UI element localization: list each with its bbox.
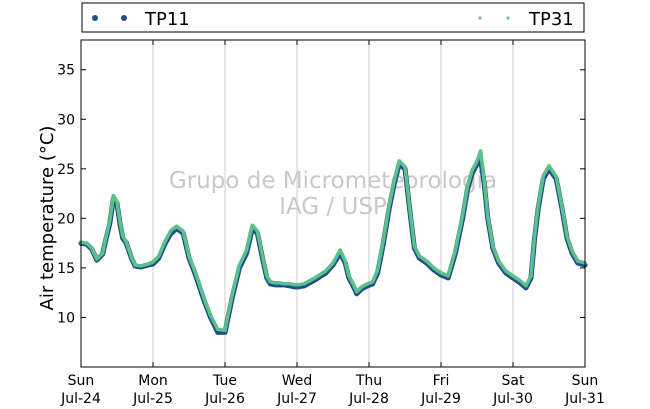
plot-border [80,39,586,368]
x-tick-label-date-5: Jul-29 [420,391,461,407]
y-axis: 10 15 20 25 30 35 [57,63,585,326]
series-layer [78,149,588,335]
watermark-line-2: IAG / USP [279,194,387,220]
grid-lines [152,40,514,367]
legend-tp11-marker-2 [121,15,127,21]
plot-area: Grupo de Micrometeorologia IAG / USP [78,39,588,368]
series-tp31 [79,149,587,333]
legend: TP11 TP31 [81,2,585,33]
x-tick-label-day-4: Thu [355,373,382,389]
x-tick-label-date-6: Jul-30 [492,391,533,407]
x-tick-label-day-3: Wed [282,373,313,389]
x-tick-label-date-2: Jul-26 [204,391,245,407]
x-tick-label-day-0: Sun [68,373,95,389]
x-tick-label-day-2: Tue [212,373,237,389]
legend-frame [81,2,585,33]
x-tick-label-date-4: Jul-28 [348,391,389,407]
x-tick-label-day-1: Mon [138,373,168,389]
watermark: Grupo de Micrometeorologia IAG / USP [169,168,497,220]
y-tick-label-5: 35 [57,63,75,79]
x-tick-label-day-7: Sun [572,373,599,389]
y-tick-label-1: 15 [57,261,75,277]
y-tick-label-2: 20 [57,211,75,227]
watermark-line-1: Grupo de Micrometeorologia [169,168,497,194]
x-tick-label-day-6: Sat [502,373,525,389]
legend-tp31-marker-1 [478,16,482,20]
x-tick-label-date-3: Jul-27 [276,391,317,407]
x-tick-label-day-5: Fri [433,373,450,389]
plot-frame [81,40,585,367]
legend-tp11-marker-1 [92,15,98,21]
x-axis: Sun Jul-24 Mon Jul-25 Tue Jul-26 Wed Jul-27 Thu J… [60,40,605,407]
x-tick-label-date-1: Jul-25 [132,391,173,407]
y-tick-label-0: 10 [57,310,75,326]
x-tick-label-date-7: Jul-31 [564,391,605,407]
legend-tp31-marker-2 [506,16,510,20]
legend-label-tp11: TP11 [144,9,190,30]
y-axis-title: Air temperature (°C) [37,126,58,311]
y-tick-label-4: 30 [57,112,75,128]
y-tick-label-3: 25 [57,162,75,178]
legend-label-tp31: TP31 [528,9,574,30]
x-tick-label-date-0: Jul-24 [60,391,101,407]
